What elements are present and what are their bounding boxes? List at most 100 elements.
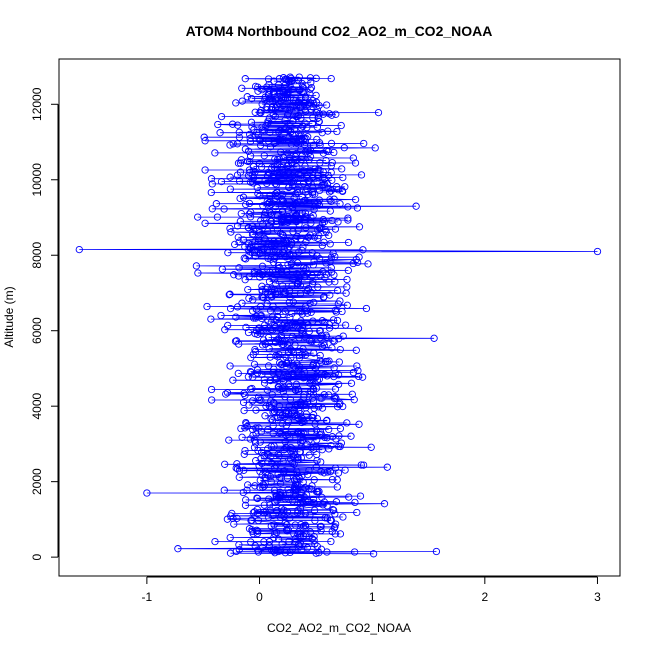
data-point xyxy=(351,195,360,204)
data-point xyxy=(255,269,264,278)
data-point xyxy=(287,443,295,452)
data-point xyxy=(412,202,420,210)
data-point xyxy=(285,537,293,546)
data-point xyxy=(300,493,308,501)
data-point xyxy=(232,99,240,107)
data-point xyxy=(291,152,299,161)
data-point xyxy=(316,431,324,439)
data-point xyxy=(285,298,293,307)
data-point xyxy=(268,292,276,300)
data-point xyxy=(289,135,297,143)
data-point xyxy=(251,542,259,550)
data-point xyxy=(233,303,242,311)
data-point xyxy=(309,394,317,402)
data-point xyxy=(240,406,248,415)
data-point xyxy=(237,156,246,164)
data-point xyxy=(245,199,254,208)
data-point xyxy=(360,139,368,148)
data-point xyxy=(279,282,287,290)
data-point xyxy=(264,137,273,145)
data-point xyxy=(265,90,273,99)
data-point xyxy=(259,202,267,210)
data-point xyxy=(352,346,360,354)
data-point xyxy=(309,96,317,105)
data-point xyxy=(263,106,271,114)
data-point xyxy=(268,285,276,293)
data-point xyxy=(268,459,276,467)
data-point xyxy=(265,207,274,216)
data-point xyxy=(317,526,325,535)
data-point xyxy=(380,500,389,508)
data-point xyxy=(264,362,273,370)
data-point xyxy=(303,123,311,132)
data-point xyxy=(336,200,344,208)
data-point xyxy=(308,271,316,280)
data-point xyxy=(320,341,328,349)
data-point xyxy=(278,207,287,215)
data-point xyxy=(344,216,352,224)
data-point xyxy=(297,530,305,538)
data-point xyxy=(298,155,306,163)
data-point xyxy=(298,209,307,217)
data-point xyxy=(230,271,238,279)
data-point xyxy=(294,111,303,119)
data-point xyxy=(217,112,226,121)
data-point xyxy=(344,214,352,222)
data-point xyxy=(351,159,360,167)
data-point xyxy=(281,237,289,245)
data-point xyxy=(222,390,230,398)
data-point xyxy=(226,141,234,149)
data-point xyxy=(310,532,318,541)
data-point xyxy=(301,209,309,217)
data-point xyxy=(274,307,282,315)
data-point xyxy=(310,536,318,544)
data-point xyxy=(244,223,252,232)
data-point xyxy=(289,298,297,306)
data-point xyxy=(310,198,318,206)
data-point xyxy=(329,505,337,514)
data-point xyxy=(271,530,279,538)
data-point xyxy=(207,385,216,394)
data-point xyxy=(263,450,271,458)
data-point xyxy=(203,302,211,311)
data-point xyxy=(256,312,265,320)
data-point xyxy=(274,127,283,136)
data-point xyxy=(208,180,216,188)
data-point xyxy=(327,139,336,148)
data-point xyxy=(242,200,250,209)
data-point xyxy=(229,376,237,384)
data-point xyxy=(208,396,216,404)
chart-title: ATOM4 Northbound CO2_AO2_m_CO2_NOAA xyxy=(186,23,493,39)
data-point xyxy=(283,407,291,415)
data-point xyxy=(270,365,278,373)
data-point xyxy=(230,520,238,528)
data-point xyxy=(235,133,244,141)
data-point xyxy=(245,525,254,533)
data-point xyxy=(309,317,317,325)
data-point xyxy=(310,298,318,307)
data-point xyxy=(244,285,252,294)
data-point xyxy=(329,316,338,324)
data-point xyxy=(344,203,352,211)
data-point xyxy=(248,222,256,231)
data-point xyxy=(317,224,325,232)
data-point xyxy=(258,341,267,349)
data-point xyxy=(332,308,340,316)
data-point xyxy=(326,207,334,215)
data-point xyxy=(339,513,347,521)
x-tick-label: 1 xyxy=(369,590,376,604)
data-point xyxy=(357,171,366,179)
data-point xyxy=(304,285,312,293)
data-point xyxy=(245,294,253,302)
data-point xyxy=(317,522,325,531)
data-point xyxy=(319,215,327,224)
data-point xyxy=(330,148,338,157)
data-point xyxy=(301,119,309,127)
data-point xyxy=(264,168,273,177)
data-point xyxy=(275,429,283,437)
data-point xyxy=(271,546,280,554)
data-point xyxy=(294,185,302,193)
data-point xyxy=(350,548,359,556)
data-point xyxy=(254,87,262,95)
data-layer xyxy=(75,73,602,558)
